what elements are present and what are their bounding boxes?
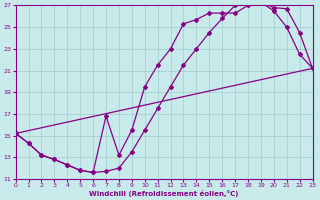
X-axis label: Windchill (Refroidissement éolien,°C): Windchill (Refroidissement éolien,°C) bbox=[89, 190, 239, 197]
